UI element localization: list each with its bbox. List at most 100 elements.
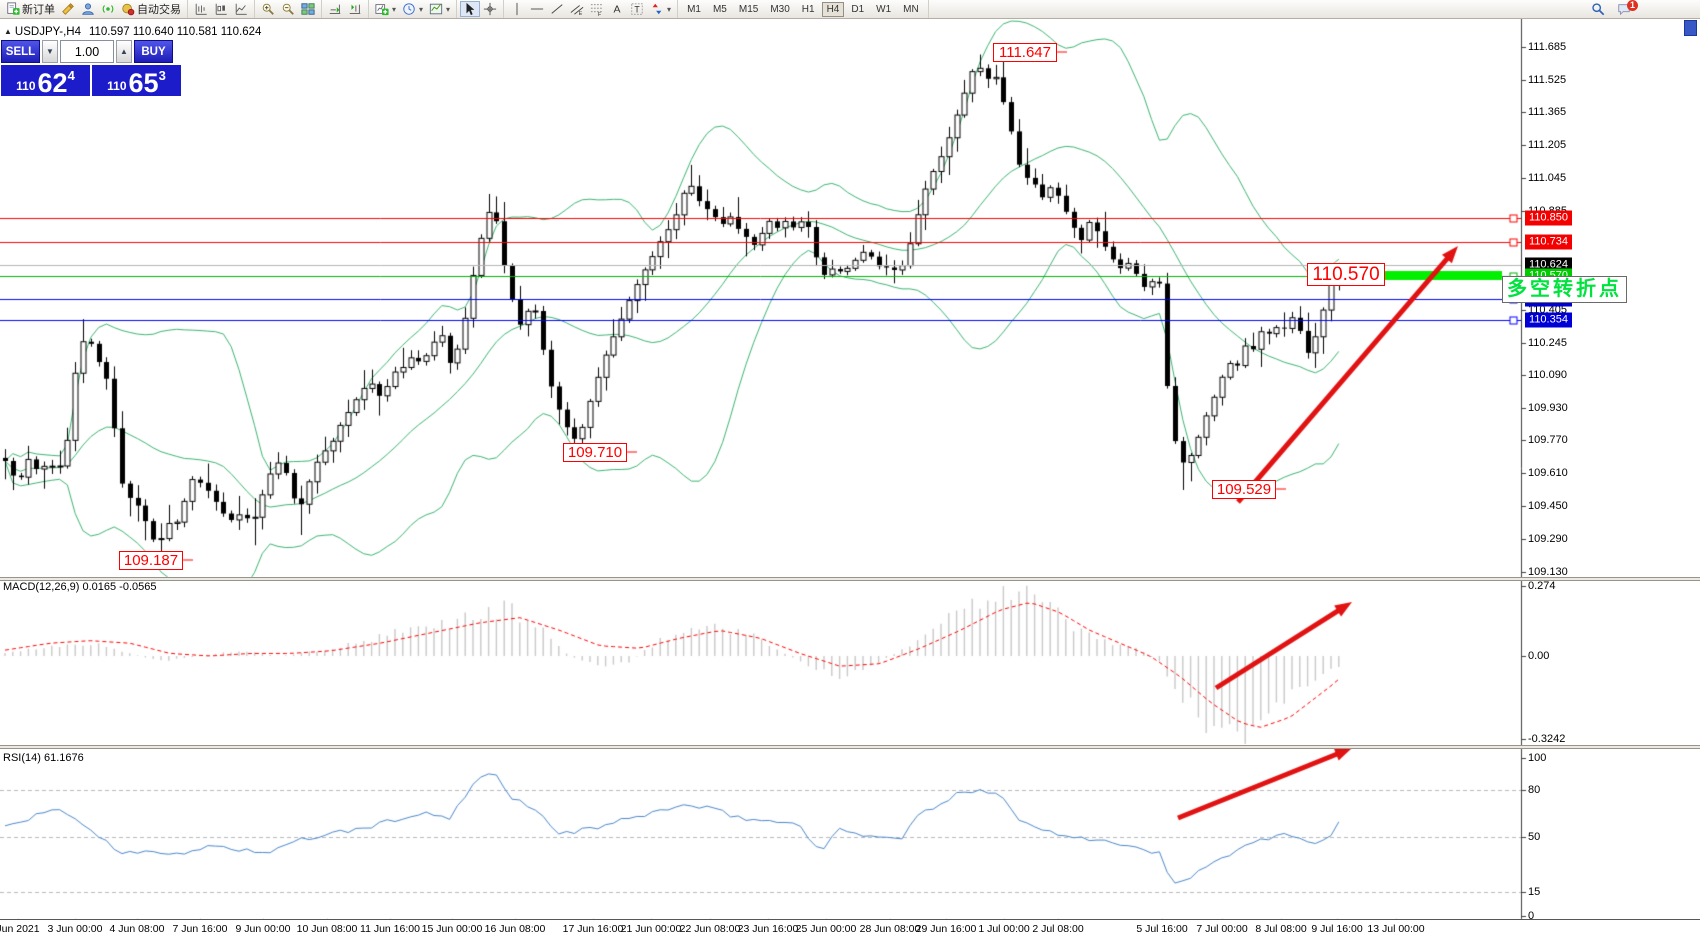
macd-panel-splitter[interactable] — [0, 577, 1700, 581]
fib-icon: F — [590, 4, 604, 16]
toolbar-groups: 新订单 自动交易 ▾ ▾ ▾ E F A T ▾ M1 M5 M15 M30 H1 H4 D1 W1 MN — [0, 0, 929, 18]
horizontal-line-button[interactable] — [527, 1, 547, 17]
symbol-header: ▲ USDJPY-,H4 110.597 110.640 110.581 110.6… — [4, 26, 261, 38]
toolbar-button-label: 自动交易 — [137, 4, 181, 16]
volume-increase-button[interactable]: ▲ — [116, 40, 132, 63]
timeframe-mn-button[interactable]: MN — [898, 2, 924, 17]
arrows-icon — [652, 3, 662, 15]
toolbar-group: ▾ ▾ ▾ — [369, 0, 458, 18]
indicators-button[interactable]: ▾ — [372, 1, 399, 17]
buy-price-display[interactable]: 110 65 3 — [92, 65, 181, 96]
chevron-down-icon: ▾ — [392, 4, 397, 14]
timeframe-m1-button[interactable]: M1 — [682, 2, 706, 17]
autotrade-icon — [122, 3, 135, 16]
timeframe-d1-button[interactable]: D1 — [846, 2, 869, 17]
sell-price-pip: 4 — [67, 68, 75, 83]
brush-icon — [62, 3, 74, 15]
auto-trading-button[interactable]: 自动交易 — [118, 1, 184, 17]
svg-text:T: T — [634, 5, 640, 15]
chevron-down-icon: ▾ — [419, 4, 424, 14]
toolbar-group: 新订单 自动交易 — [0, 0, 188, 18]
one-click-trading-panel: SELL ▼ ▲ BUY 110 62 4 110 65 3 — [1, 40, 187, 96]
crosshair-button[interactable] — [480, 1, 500, 17]
fibonacci-button[interactable]: F — [587, 1, 607, 17]
toolbar-group — [457, 0, 505, 18]
rsi-panel-splitter[interactable] — [0, 745, 1700, 749]
macd-indicator-label: MACD(12,26,9) 0.0165 -0.0565 — [3, 581, 157, 593]
crosshair-icon — [483, 2, 497, 16]
addind-icon — [375, 4, 389, 16]
bar-chart-button[interactable] — [191, 1, 211, 17]
autoscroll-icon — [329, 4, 341, 14]
trade-controls-row: SELL ▼ ▲ BUY — [1, 40, 187, 63]
buy-button[interactable]: BUY — [134, 40, 173, 63]
styler-brush-button[interactable] — [58, 1, 78, 17]
toolbar-group — [255, 0, 322, 18]
sell-button[interactable]: SELL — [1, 40, 40, 63]
timeframe-h1-button[interactable]: H1 — [797, 2, 820, 17]
rsi-indicator-label: RSI(14) 61.1676 — [3, 752, 84, 764]
market-watch-button[interactable] — [78, 1, 98, 17]
vline-icon — [516, 2, 518, 16]
timeframe-m30-button[interactable]: M30 — [765, 2, 794, 17]
timeframe-m5-button[interactable]: M5 — [708, 2, 732, 17]
svg-text:E: E — [579, 11, 583, 16]
trendline-button[interactable] — [547, 1, 567, 17]
bars-icon — [195, 3, 207, 15]
auto-scroll-button[interactable] — [325, 1, 345, 17]
new-order-button[interactable]: 新订单 — [3, 1, 58, 17]
timeframe-h4-button[interactable]: H4 — [821, 1, 845, 17]
vertical-line-button[interactable] — [507, 1, 527, 17]
candles-icon — [215, 3, 227, 15]
chat-button[interactable]: 1 — [1614, 0, 1638, 17]
new-order-icon — [7, 2, 20, 15]
buy-price-pip: 3 — [158, 68, 166, 83]
templates-button[interactable]: ▾ — [426, 1, 453, 17]
trend-icon — [551, 4, 563, 14]
tiles-icon — [301, 3, 315, 15]
volume-decrease-button[interactable]: ▼ — [42, 40, 58, 63]
hline-icon — [530, 8, 544, 10]
text-button[interactable]: A — [607, 1, 627, 17]
line-chart-button[interactable] — [231, 1, 251, 17]
zoom-out-button[interactable] — [278, 1, 298, 17]
volume-input[interactable] — [60, 40, 114, 63]
shift-icon — [349, 4, 361, 14]
time-axis[interactable] — [0, 919, 1700, 938]
candlestick-chart-button[interactable] — [211, 1, 231, 17]
search-button[interactable] — [1588, 1, 1608, 17]
toolbar-group — [188, 0, 255, 18]
arrows-button[interactable]: ▾ — [647, 1, 674, 17]
equidistant-channel-button[interactable]: E — [567, 1, 587, 17]
workspace-scroll-icon[interactable] — [1684, 20, 1697, 36]
cursor-button[interactable] — [460, 1, 481, 17]
timeframe-w1-button[interactable]: W1 — [871, 2, 896, 17]
clock-icon — [403, 3, 415, 15]
cursor-icon — [466, 2, 475, 16]
svg-text:F: F — [598, 12, 601, 16]
sell-price-display[interactable]: 110 62 4 — [1, 65, 90, 96]
zoom-in-button[interactable] — [258, 1, 278, 17]
sell-price-prefix: 110 — [16, 79, 36, 93]
symbol-collapse-icon[interactable]: ▲ — [4, 27, 12, 36]
zoomout-icon — [282, 3, 294, 15]
linechart-icon — [235, 3, 247, 15]
sell-price-big: 62 — [37, 67, 68, 98]
tile-windows-button[interactable] — [298, 1, 318, 17]
signals-button[interactable] — [98, 1, 118, 17]
signal-icon — [102, 5, 114, 13]
person-icon — [82, 3, 94, 15]
textA-icon: A — [614, 4, 621, 16]
svg-text:A: A — [614, 4, 621, 16]
text-label-button[interactable]: T — [627, 1, 647, 17]
buy-price-big: 65 — [128, 67, 159, 98]
periods-button[interactable]: ▾ — [399, 1, 426, 17]
timeframe-group: M1 M5 M15 M30 H1 H4 D1 W1 MN — [678, 0, 929, 18]
toolbar-group: E F A T ▾ — [504, 0, 679, 18]
chart-shift-button[interactable] — [345, 1, 365, 17]
textT-icon: T — [631, 3, 643, 15]
notification-badge: 1 — [1627, 0, 1638, 11]
timeframe-m15-button[interactable]: M15 — [734, 2, 763, 17]
template-icon — [429, 3, 443, 15]
